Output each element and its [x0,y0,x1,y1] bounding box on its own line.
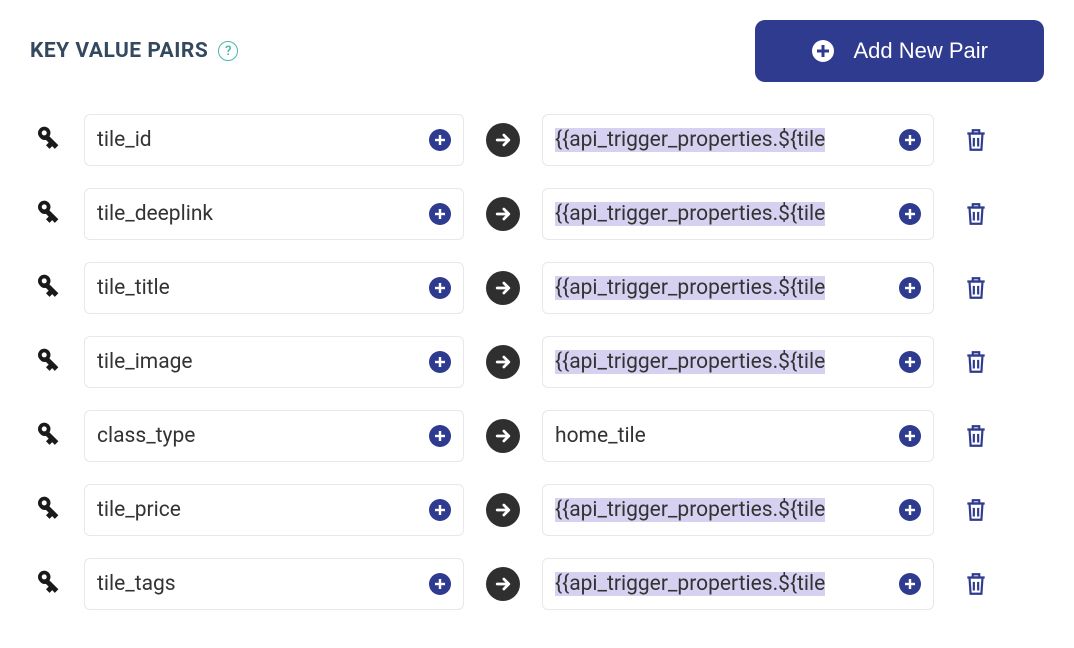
value-input[interactable]: home_tile [542,410,934,462]
value-text: {{api_trigger_properties.${tile [555,350,921,374]
add-key-variable-icon[interactable] [429,425,451,447]
value-input[interactable]: {{api_trigger_properties.${tile [542,188,934,240]
key-text: tile_tags [97,572,451,596]
key-text: class_type [97,424,451,448]
key-text: tile_price [97,498,451,522]
value-text: home_tile [555,424,921,448]
add-key-variable-icon[interactable] [429,277,451,299]
arrow-right-icon [486,197,520,231]
key-value-row: tile_price {{api_trigger_properties.${til… [30,484,1044,536]
value-input[interactable]: {{api_trigger_properties.${tile [542,262,934,314]
help-icon[interactable]: ? [218,41,238,61]
add-value-variable-icon[interactable] [899,573,921,595]
header: KEY VALUE PAIRS ? Add New Pair [30,20,1044,82]
add-value-variable-icon[interactable] [899,351,921,373]
delete-row-icon[interactable] [962,348,990,376]
key-text: tile_deeplink [97,202,451,226]
key-icon [30,272,62,304]
key-value-row: tile_title {{api_trigger_properties.${til… [30,262,1044,314]
value-text: {{api_trigger_properties.${tile [555,128,921,152]
value-text: {{api_trigger_properties.${tile [555,276,921,300]
plus-circle-icon [811,39,835,63]
add-key-variable-icon[interactable] [429,351,451,373]
value-input[interactable]: {{api_trigger_properties.${tile [542,484,934,536]
add-new-pair-button[interactable]: Add New Pair [755,20,1044,82]
key-text: tile_id [97,128,451,152]
add-value-variable-icon[interactable] [899,425,921,447]
delete-row-icon[interactable] [962,570,990,598]
key-icon [30,568,62,600]
key-input[interactable]: tile_image [84,336,464,388]
key-value-row: tile_deeplink {{api_trigger_properties.${… [30,188,1044,240]
key-value-rows: tile_id{{api_trigger_properties.${tileti… [30,114,1044,610]
delete-row-icon[interactable] [962,126,990,154]
key-icon [30,346,62,378]
page-title: KEY VALUE PAIRS [30,39,208,63]
add-value-variable-icon[interactable] [899,277,921,299]
key-input[interactable]: tile_id [84,114,464,166]
value-text: {{api_trigger_properties.${tile [555,202,921,226]
delete-row-icon[interactable] [962,200,990,228]
add-new-pair-label: Add New Pair [853,38,988,64]
delete-row-icon[interactable] [962,422,990,450]
add-key-variable-icon[interactable] [429,499,451,521]
add-key-variable-icon[interactable] [429,203,451,225]
key-icon [30,494,62,526]
arrow-right-icon [486,493,520,527]
value-input[interactable]: {{api_trigger_properties.${tile [542,336,934,388]
value-input[interactable]: {{api_trigger_properties.${tile [542,558,934,610]
add-value-variable-icon[interactable] [899,499,921,521]
delete-row-icon[interactable] [962,274,990,302]
key-input[interactable]: tile_price [84,484,464,536]
add-key-variable-icon[interactable] [429,573,451,595]
key-value-row: tile_image {{api_trigger_properties.${til… [30,336,1044,388]
key-input[interactable]: tile_title [84,262,464,314]
add-value-variable-icon[interactable] [899,129,921,151]
arrow-right-icon [486,271,520,305]
delete-row-icon[interactable] [962,496,990,524]
add-value-variable-icon[interactable] [899,203,921,225]
arrow-right-icon [486,419,520,453]
key-text: tile_title [97,276,451,300]
key-value-row: class_type home_tile [30,410,1044,462]
title-wrap: KEY VALUE PAIRS ? [30,39,238,63]
key-icon [30,198,62,230]
key-input[interactable]: class_type [84,410,464,462]
key-value-row: tile_tags {{api_trigger_properties.${tile [30,558,1044,610]
value-text: {{api_trigger_properties.${tile [555,572,921,596]
arrow-right-icon [486,123,520,157]
key-text: tile_image [97,350,451,374]
arrow-right-icon [486,345,520,379]
key-icon [30,420,62,452]
add-key-variable-icon[interactable] [429,129,451,151]
key-input[interactable]: tile_tags [84,558,464,610]
key-value-row: tile_id {{api_trigger_properties.${tile [30,114,1044,166]
arrow-right-icon [486,567,520,601]
value-input[interactable]: {{api_trigger_properties.${tile [542,114,934,166]
key-icon [30,124,62,156]
key-input[interactable]: tile_deeplink [84,188,464,240]
value-text: {{api_trigger_properties.${tile [555,498,921,522]
